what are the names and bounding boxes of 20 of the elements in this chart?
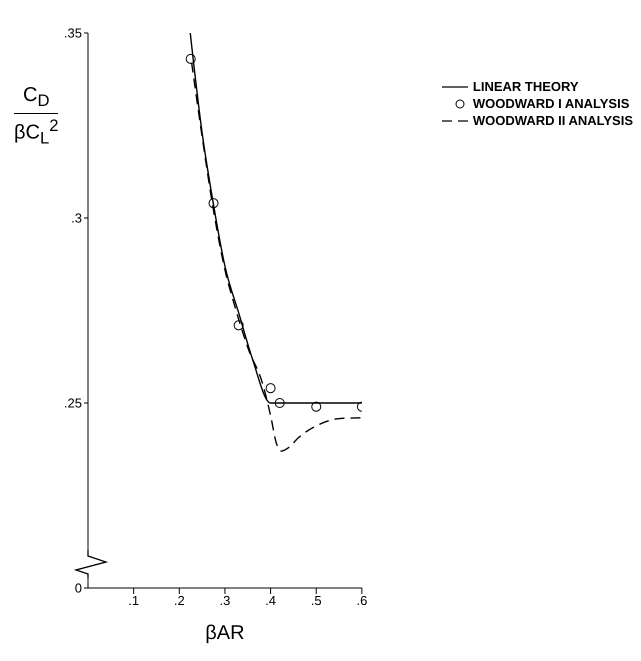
x-tick-label: .2 bbox=[174, 593, 185, 608]
legend-label: WOODWARD II ANALYSIS bbox=[472, 112, 633, 129]
y-tick-label: .25 bbox=[64, 396, 82, 411]
y-tick-label: .3 bbox=[71, 210, 82, 226]
point bbox=[186, 54, 196, 64]
x-tick-label: .5 bbox=[310, 593, 322, 608]
legend-label: LINEAR THEORY bbox=[472, 78, 579, 95]
y-tick-label: .35 bbox=[64, 26, 82, 41]
x-axis-title: βAR bbox=[205, 622, 245, 644]
x-tick-label: .3 bbox=[220, 593, 230, 608]
x-tick-label: .4 bbox=[265, 593, 276, 608]
point bbox=[311, 402, 322, 412]
point bbox=[208, 198, 219, 208]
x-tick-label: .1 bbox=[128, 593, 140, 608]
legend-label: WOODWARD I ANALYSIS bbox=[472, 95, 630, 112]
point bbox=[266, 383, 276, 394]
point bbox=[274, 398, 285, 408]
point bbox=[234, 320, 244, 330]
y-tick-label: 0 bbox=[74, 580, 82, 596]
x-tick-label: .6 bbox=[356, 593, 368, 608]
